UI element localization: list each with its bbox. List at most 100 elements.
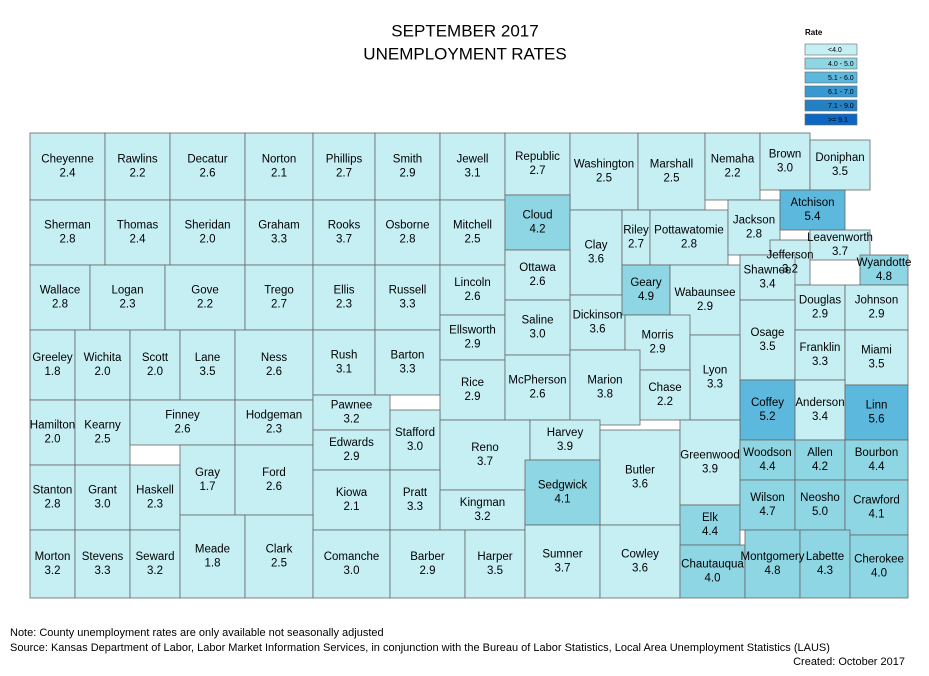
county-name: Phillips (326, 154, 363, 166)
county-rate: 3.2 (344, 414, 360, 426)
county-name: Morris (642, 330, 674, 342)
county-rate: 1.8 (205, 558, 221, 570)
county-rate: 3.3 (407, 501, 423, 513)
county (569, 349, 641, 426)
county-rate: 2.6 (530, 389, 546, 401)
county-rate: 4.1 (555, 494, 571, 506)
legend-swatch (804, 43, 858, 56)
county-rate: 2.6 (266, 366, 282, 378)
county-name: Reno (471, 442, 499, 454)
county-name: Stafford (395, 427, 435, 439)
county-name: Lane (195, 352, 221, 364)
county-rate: 2.6 (175, 424, 191, 436)
county (129, 464, 181, 531)
county-rate: 3.2 (45, 565, 61, 577)
county-rate: 2.0 (200, 234, 216, 246)
county-name: Wyandotte (857, 257, 912, 269)
county-rate: 3.0 (530, 329, 546, 341)
county (129, 399, 236, 446)
county-rate: 4.8 (765, 565, 781, 577)
county-name: Chase (648, 382, 681, 394)
county-name: Kearny (84, 420, 121, 432)
county-rate: 2.9 (650, 344, 666, 356)
county-name: Clay (584, 240, 607, 252)
county (29, 399, 76, 466)
county-name: Cheyenne (41, 154, 93, 166)
county (744, 529, 801, 599)
county (312, 329, 376, 396)
county-name: Coffey (751, 397, 784, 409)
county-name: Neosho (800, 492, 840, 504)
county (844, 439, 909, 481)
county-rate: 4.8 (876, 271, 892, 283)
county-name: Hodgeman (246, 410, 302, 422)
county (569, 294, 626, 351)
county-rate: 3.6 (632, 479, 648, 491)
county-name: Osage (751, 327, 785, 339)
county-rate: 3.3 (95, 565, 111, 577)
county-name: Finney (165, 410, 200, 422)
county (504, 194, 571, 251)
county (524, 524, 601, 599)
county-name: Greeley (32, 352, 73, 364)
county (389, 529, 466, 599)
county-rate: 2.6 (465, 291, 481, 303)
county-rate: 2.9 (869, 309, 885, 321)
county-name: Brown (769, 149, 802, 161)
county-name: Logan (112, 285, 144, 297)
county-rate: 2.1 (271, 168, 287, 180)
county-rate: 3.9 (557, 441, 573, 453)
county-name: Chautauqua (681, 559, 744, 571)
legend-swatch (804, 99, 858, 112)
county (569, 209, 623, 296)
county-name: Elk (702, 512, 718, 524)
county (234, 329, 314, 401)
county-rate: 2.8 (52, 299, 68, 311)
county-rate: 3.9 (702, 464, 718, 476)
county (374, 132, 441, 201)
county (621, 264, 671, 316)
county (234, 399, 314, 446)
county-rate: 3.2 (475, 511, 491, 523)
legend-label: 5.1 - 6.0 (828, 75, 854, 82)
county (29, 329, 76, 401)
county-name: Lyon (703, 365, 728, 377)
county-name: Saline (522, 315, 554, 327)
county-name: Harper (477, 551, 512, 563)
county-name: Grant (88, 485, 118, 497)
county-rate: 2.5 (271, 558, 287, 570)
county-name: Cherokee (854, 554, 904, 566)
county (74, 399, 131, 466)
county-name: Marion (587, 375, 622, 387)
county-rate: 4.4 (760, 461, 777, 473)
county (794, 439, 846, 481)
county (529, 419, 601, 461)
county (637, 132, 706, 211)
county (312, 264, 376, 331)
county-rate: 4.4 (702, 526, 719, 538)
county (844, 284, 909, 331)
county (74, 329, 131, 401)
county (312, 529, 391, 599)
county-name: Ford (262, 467, 286, 479)
county-name: Osborne (385, 220, 429, 232)
county-rate: 2.9 (420, 565, 436, 577)
county (849, 534, 909, 599)
county-rate: 3.1 (336, 364, 352, 376)
county-name: Barton (391, 350, 425, 362)
county-name: Stevens (82, 551, 124, 563)
county-name: Dickinson (573, 310, 623, 322)
county (29, 529, 76, 599)
county (809, 139, 871, 191)
county (439, 314, 506, 361)
county-rate: 4.3 (817, 565, 833, 577)
county-rate: 2.4 (60, 168, 77, 180)
county-name: Scott (142, 352, 169, 364)
county-rate: 2.9 (465, 391, 481, 403)
county-rate: 3.5 (200, 366, 216, 378)
county-name: Thomas (117, 220, 159, 232)
county-name: Wilson (750, 492, 785, 504)
county (244, 132, 314, 201)
county (29, 464, 76, 531)
